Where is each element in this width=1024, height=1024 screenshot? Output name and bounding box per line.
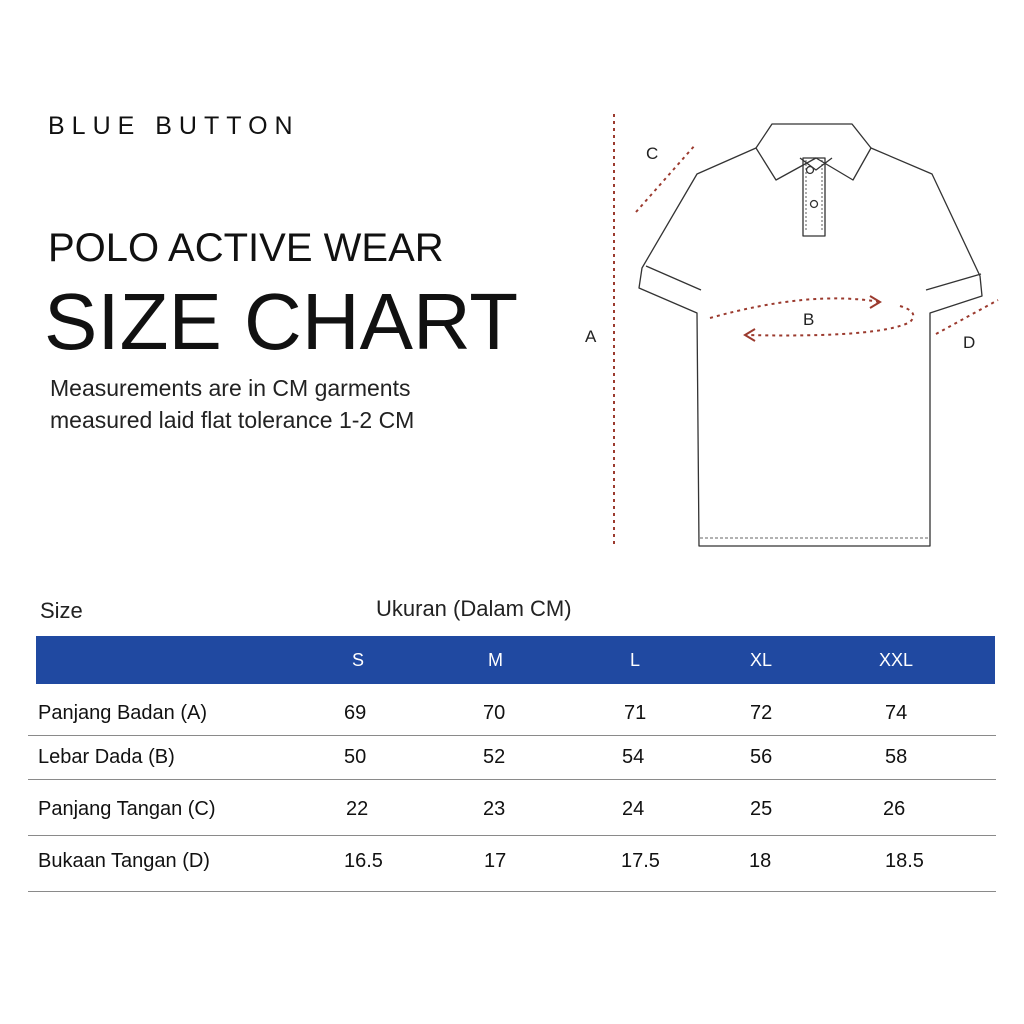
header-xxl: XXL xyxy=(879,650,914,670)
button-top xyxy=(805,165,815,175)
header-m: M xyxy=(488,650,503,670)
value-s: 50 xyxy=(344,746,367,768)
header-xl: XL xyxy=(750,650,773,670)
label-d: D xyxy=(963,333,975,352)
value-xl: 72 xyxy=(750,702,773,724)
label-a: A xyxy=(585,327,597,346)
table-row: Panjang Tangan (C) 22 23 24 25 26 xyxy=(28,780,996,836)
value-l: 71 xyxy=(624,702,647,724)
table-row: Lebar Dada (B) 50 52 54 56 58 xyxy=(28,736,996,780)
unit-label: Ukuran (Dalam CM) xyxy=(376,596,572,621)
measure-d-line xyxy=(935,299,999,335)
value-m: 70 xyxy=(483,702,506,724)
value-xxl: 74 xyxy=(885,702,908,724)
header-s: S xyxy=(352,650,365,670)
placket-stitch xyxy=(805,160,823,232)
header-l: L xyxy=(630,650,641,670)
value-m: 17 xyxy=(484,850,507,872)
shirt-body-outline xyxy=(638,147,983,547)
value-l: 54 xyxy=(622,746,645,768)
value-l: 17.5 xyxy=(621,850,660,872)
label-b: B xyxy=(803,310,814,329)
row-label: Bukaan Tangan (D) xyxy=(38,850,210,872)
left-sleeve-cuff xyxy=(645,265,702,291)
value-xl: 18 xyxy=(749,850,772,872)
label-c: C xyxy=(646,144,658,163)
value-m: 52 xyxy=(483,746,506,768)
note-line-2: measured laid flat tolerance 1-2 CM xyxy=(50,407,415,433)
row-label: Lebar Dada (B) xyxy=(38,746,175,768)
value-m: 23 xyxy=(483,798,506,820)
product-subtitle: POLO ACTIVE WEAR xyxy=(48,226,444,270)
table-row: Panjang Badan (A) 69 70 71 72 74 xyxy=(28,684,996,736)
measure-b-arrow-right xyxy=(869,295,882,309)
value-xl: 56 xyxy=(750,746,773,768)
measure-c-line xyxy=(635,143,697,213)
measure-b-loop xyxy=(709,297,915,337)
right-sleeve-cuff xyxy=(925,273,982,291)
measurement-note: Measurements are in CM garments measured… xyxy=(50,372,530,436)
collar-outline xyxy=(755,123,872,181)
brand-name: BLUE BUTTON xyxy=(48,112,300,140)
value-s: 22 xyxy=(346,798,369,820)
measure-b-arrow-left xyxy=(743,328,756,342)
size-label: Size xyxy=(40,598,83,623)
placket xyxy=(802,157,826,237)
table-header: S M L XL XXL xyxy=(36,636,995,684)
row-label: Panjang Tangan (C) xyxy=(38,798,216,820)
collar-band xyxy=(799,157,833,171)
note-line-1: Measurements are in CM garments xyxy=(50,375,411,401)
value-xxl: 26 xyxy=(883,798,906,820)
value-xxl: 58 xyxy=(885,746,908,768)
value-s: 69 xyxy=(344,702,367,724)
button-bottom xyxy=(809,199,819,209)
value-l: 24 xyxy=(622,798,645,820)
row-label: Panjang Badan (A) xyxy=(38,702,208,724)
value-s: 16.5 xyxy=(344,850,383,872)
value-xl: 25 xyxy=(750,798,773,820)
polo-shirt-diagram: A B C D xyxy=(585,114,999,547)
page-title: SIZE CHART xyxy=(44,277,519,366)
table-row: Bukaan Tangan (D) 16.5 17 17.5 18 18.5 xyxy=(28,836,996,892)
value-xxl: 18.5 xyxy=(885,850,924,872)
